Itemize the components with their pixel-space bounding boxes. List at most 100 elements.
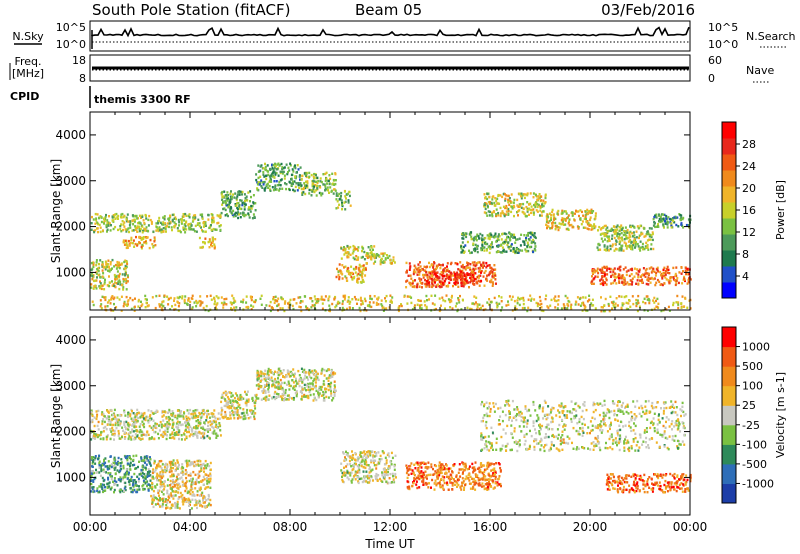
data-cell [455,277,458,280]
data-cell [630,273,633,276]
data-cell [228,200,231,204]
data-cell [285,183,288,186]
data-cell [222,303,225,306]
data-cell [187,416,190,419]
data-cell [274,184,277,187]
data-cell [305,174,307,177]
data-cell [110,465,113,469]
data-cell [128,435,131,438]
data-cell [187,223,190,226]
data-cell [120,283,123,287]
data-cell [195,503,198,506]
data-cell [622,302,625,305]
data-cell [344,275,347,278]
data-cell [229,192,232,195]
data-cell [645,246,648,249]
data-cell [191,430,194,433]
data-cell [187,422,189,425]
data-cell [332,192,335,195]
data-cell [558,226,561,229]
data-cell [100,431,102,434]
data-cell [591,298,594,301]
data-cell [117,429,120,433]
data-cell [203,421,206,424]
data-cell [101,269,104,272]
data-cell [346,251,349,254]
data-cell [347,296,350,299]
data-cell [152,230,155,233]
data-cell [340,191,343,195]
data-cell [540,306,543,309]
data-cell [198,470,201,473]
data-cell [153,236,156,239]
data-cell [357,256,360,259]
data-cell [548,212,551,215]
data-cell [680,266,683,269]
data-cell [150,475,153,478]
data-cell [127,303,129,306]
data-cell [443,280,446,283]
data-cell [108,415,111,418]
data-cell [519,297,522,300]
data-cell [560,223,563,226]
data-cell [122,240,125,244]
data-cell [579,218,582,221]
data-cell [232,297,235,300]
data-cell [243,202,246,206]
data-cell [111,216,114,219]
data-cell [554,224,557,228]
data-cell [571,211,574,214]
data-cell [95,417,98,421]
data-cell [662,268,665,272]
data-cell [426,280,429,283]
data-cell [501,246,504,249]
data-cell [128,432,131,435]
data-cell [155,476,157,479]
data-cell [102,437,105,440]
data-cell [433,270,436,273]
data-cell [605,249,608,252]
data-cell [451,294,453,298]
data-cell [104,486,106,489]
data-cell [624,226,627,229]
data-cell [677,301,680,304]
data-cell [109,263,112,266]
data-cell [377,303,380,306]
data-cell [574,300,577,303]
data-cell [107,269,109,272]
data-cell [467,262,470,265]
data-cell [597,271,600,275]
data-cell [310,306,313,309]
data-cell [593,277,596,280]
data-cell [324,172,327,176]
data-cell [605,283,608,286]
data-cell [92,265,95,268]
data-cell [110,296,113,299]
data-cell [147,421,150,424]
data-cell [113,215,116,219]
data-cell [652,224,655,227]
data-cell [496,304,499,308]
data-cell [91,300,94,303]
data-cell [153,437,156,440]
data-cell [622,233,625,237]
data-cell [175,502,177,506]
data-cell [230,206,232,209]
data-cell [536,304,539,308]
data-cell [600,232,603,236]
data-cell [247,305,250,309]
data-cell [449,274,452,277]
data-cell [146,475,149,478]
data-cell [109,261,112,264]
data-cell [662,271,665,275]
data-cell [591,269,594,272]
data-cell [179,415,182,418]
data-cell [337,300,340,304]
data-cell [575,209,577,212]
data-cell [647,273,650,276]
data-cell [680,216,683,220]
y-tick-label-1: 2000 [55,220,86,234]
data-cell [528,203,531,206]
data-cell [689,278,692,281]
data-cell [186,491,189,495]
